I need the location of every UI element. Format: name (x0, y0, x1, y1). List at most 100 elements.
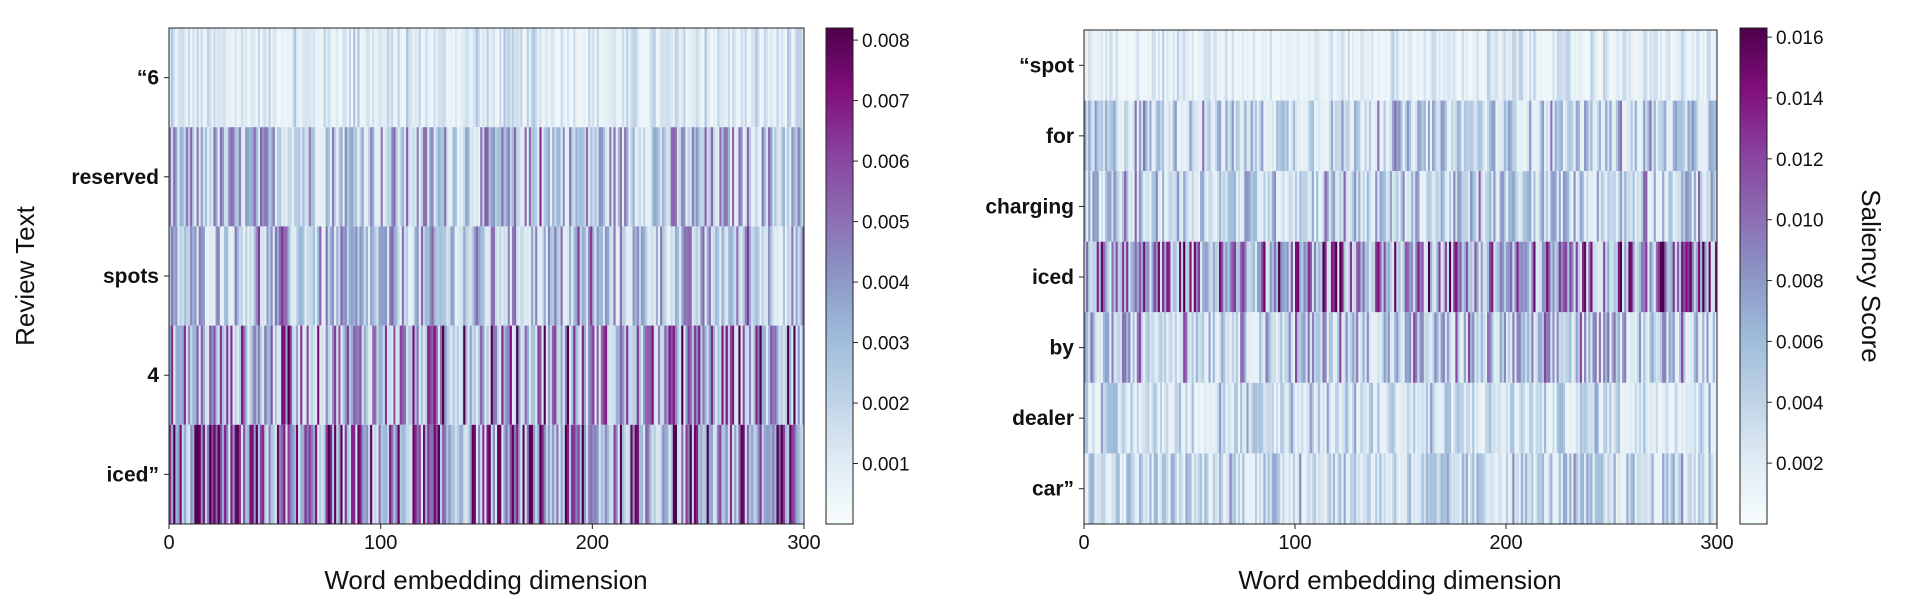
heatmap-cell (1459, 312, 1463, 383)
heatmap-cell (418, 424, 422, 524)
heatmap-cell (719, 127, 722, 227)
heatmap-cell (480, 325, 483, 425)
heatmap-cell (181, 127, 185, 227)
row-label: for (1046, 125, 1074, 148)
heatmap-cell (1556, 171, 1560, 242)
heatmap-cell (1252, 382, 1256, 454)
heatmap-cell (1132, 30, 1135, 101)
heatmap-cell (1702, 171, 1705, 242)
heatmap-cell (1235, 100, 1239, 172)
heatmap-cell (1489, 312, 1492, 383)
heatmap-cell (287, 127, 290, 227)
heatmap-cell (1478, 241, 1482, 313)
heatmap-cell (1708, 312, 1712, 383)
heatmap-cell (1558, 312, 1562, 383)
heatmap-cell (1210, 382, 1214, 454)
heatmap-cell (353, 127, 356, 227)
heatmap-cell (287, 226, 290, 326)
heatmap-cell (1109, 312, 1112, 383)
heatmap-cell (403, 127, 407, 227)
heatmap-cell (1147, 241, 1150, 313)
heatmap-cell (1518, 453, 1522, 524)
heatmap-cell (503, 325, 506, 425)
heatmap-cell (1539, 30, 1543, 101)
heatmap-cell (1592, 382, 1595, 454)
heatmap-cell (1387, 241, 1391, 313)
heatmap-cell (1292, 100, 1296, 172)
heatmap-cell (1590, 382, 1593, 454)
heatmap-cell (1537, 30, 1541, 101)
heatmap-cell (759, 424, 763, 524)
heatmap-cell (1109, 30, 1112, 101)
heatmap-cell (494, 424, 498, 524)
heatmap-cell (1480, 241, 1484, 313)
heatmap-cell (1195, 453, 1199, 524)
heatmap-cell (782, 127, 786, 227)
heatmap-cell (619, 127, 623, 227)
heatmap-cell (473, 28, 477, 128)
heatmap-cell (1219, 453, 1222, 524)
heatmap-cell (245, 226, 248, 326)
heatmap-cell (751, 28, 754, 128)
heatmap-cell (251, 226, 255, 326)
row-label: charging (985, 195, 1074, 218)
heatmap-cell (592, 226, 595, 326)
heatmap-cell (605, 424, 608, 524)
colorbar-tick-label: 0.010 (1776, 211, 1824, 232)
heatmap-cell (1216, 312, 1220, 383)
heatmap-cell (469, 28, 473, 128)
heatmap-cell (556, 226, 559, 326)
heatmap-cell (1567, 453, 1570, 524)
heatmap-cell (1596, 30, 1600, 101)
heatmap-cell (1541, 171, 1545, 242)
heatmap-cell (1168, 453, 1171, 524)
heatmap-cell (363, 28, 367, 128)
heatmap-cell (693, 325, 697, 425)
heatmap-cell (342, 28, 346, 128)
heatmap-cell (1413, 312, 1416, 383)
heatmap-cell (1662, 382, 1665, 454)
heatmap-cell (1569, 100, 1572, 172)
heatmap-cell (1609, 30, 1612, 101)
heatmap-cell (293, 226, 297, 326)
heatmap-cell (1351, 100, 1355, 172)
heatmap-cell (696, 226, 699, 326)
heatmap-cell (1533, 312, 1536, 383)
heatmap-cell (1444, 100, 1448, 172)
heatmap-cell (723, 28, 727, 128)
heatmap-cell (194, 325, 197, 425)
heatmap-cell (1090, 312, 1093, 383)
heatmap-cell (1649, 312, 1652, 383)
heatmap-cell (200, 226, 204, 326)
heatmap-cell (1290, 100, 1294, 172)
heatmap-cell (1712, 171, 1716, 242)
heatmap-cell (1704, 453, 1707, 524)
heatmap-cell (1164, 30, 1167, 101)
heatmap-cell (1143, 241, 1146, 313)
heatmap-cell (573, 127, 576, 227)
heatmap-cell (1381, 30, 1384, 101)
heatmap-cell (249, 127, 252, 227)
heatmap-cell (380, 127, 384, 227)
heatmap-cell (679, 127, 682, 227)
heatmap-cell (765, 28, 769, 128)
heatmap-cell (408, 28, 411, 128)
heatmap-cell (1364, 453, 1368, 524)
heatmap-cell (1335, 453, 1338, 524)
heatmap-cell (1086, 453, 1089, 524)
heatmap-cell (1347, 453, 1351, 524)
heatmap-cell (264, 325, 267, 425)
heatmap-cell (230, 325, 233, 425)
heatmap-cell (1679, 241, 1682, 313)
heatmap-cell (535, 28, 538, 128)
heatmap-cell (397, 226, 401, 326)
heatmap-cell (1263, 30, 1266, 101)
heatmap-cell (1094, 100, 1098, 172)
heatmap-cell (1478, 171, 1482, 242)
heatmap-cell (1368, 30, 1372, 101)
heatmap-cell (310, 127, 314, 227)
heatmap-cell (171, 28, 174, 128)
heatmap-cell (276, 226, 280, 326)
heatmap-cell (1636, 382, 1640, 454)
heatmap-cell (740, 325, 743, 425)
